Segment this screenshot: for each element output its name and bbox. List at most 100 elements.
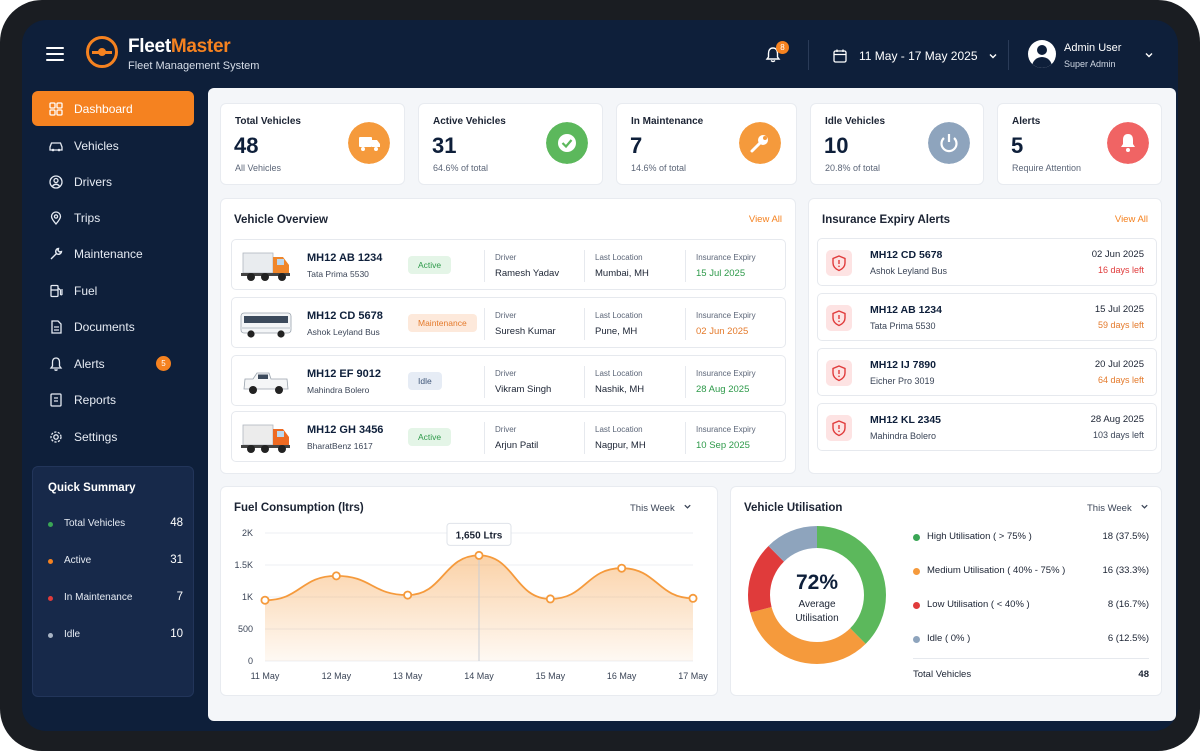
vehicle-plate: MH12 AB 1234 [870,304,942,316]
stat-subtitle: Require Attention [1012,163,1082,173]
divider [808,40,809,70]
vehicle-plate: MH12 IJ 7890 [870,359,936,371]
donut-segment [748,526,886,664]
insurance-alert-row[interactable]: MH12 CD 5678 Ashok Leyland Bus 02 Jun 20… [817,238,1157,286]
legend-label: High Utilisation ( > 75% ) [927,531,1032,542]
status-badge: Idle [408,372,442,390]
location-value: Nagpur, MH [595,440,646,451]
donut-center-label: Average [798,599,836,610]
sidebar-item-label: Alerts [74,356,105,371]
expiry-date: 20 Jul 2025 [1094,359,1144,370]
vehicle-plate: MH12 CD 5678 [870,249,943,261]
status-dot-icon [48,559,53,564]
quick-summary-label: Active [64,555,92,566]
quick-summary-row: Idle 10 [48,628,183,643]
sidebar-item-settings[interactable]: Settings [32,419,194,454]
legend-row: Idle ( 0% ) 6 (12.5%) [913,633,1149,647]
divider [484,308,485,340]
app-screen: FleetMaster Fleet Management System 8 11… [22,20,1178,731]
total-row: Total Vehicles 48 [913,669,1149,683]
total-label: Total Vehicles [913,669,972,680]
avatar [1028,40,1056,68]
stat-title: Alerts [1012,116,1041,127]
location-value: Pune, MH [595,326,638,337]
view-all-link[interactable]: View All [1114,214,1148,225]
divider [913,658,1149,659]
legend-label: Medium Utilisation ( 40% - 75% ) [927,565,1066,576]
menu-icon[interactable] [46,47,64,61]
quick-summary-label: Idle [64,629,81,640]
stat-card-total-vehicles[interactable]: Total Vehicles 48 All Vehicles [220,103,405,185]
stat-value: 10 [824,133,849,158]
quick-summary-row: Total Vehicles 48 [48,517,183,532]
sidebar-item-dashboard[interactable]: Dashboard [32,91,194,126]
shield-alert-icon [826,305,852,331]
dashboard-icon [49,101,63,116]
insurance-label: Insurance Expiry [696,253,756,262]
y-tick-label: 500 [238,624,253,634]
date-range-picker[interactable]: 11 May - 17 May 2025 [832,46,998,66]
shield-alert-icon [826,360,852,386]
chevron-down-icon [684,504,691,509]
divider [484,250,485,282]
legend-value: 6 (12.5%) [1107,633,1149,644]
insurance-alert-row[interactable]: MH12 KL 2345 Mahindra Bolero 28 Aug 2025… [817,403,1157,451]
location-label: Last Location [595,311,643,320]
vehicle-row[interactable]: MH12 AB 1234 Tata Prima 5530 Active Driv… [231,239,786,290]
status-badge: Active [408,428,452,446]
insurance-date: 02 Jun 2025 [696,326,749,337]
check-icon [546,122,588,164]
sidebar-item-fuel[interactable]: Fuel [32,273,194,308]
wrench-icon [739,122,781,164]
donut-segment [748,526,886,664]
quick-summary-row: In Maintenance 7 [48,591,183,606]
vehicle-model: Mahindra Bolero [870,431,937,441]
period-dropdown[interactable]: This Week [1087,502,1149,514]
sidebar-item-reports[interactable]: Reports [32,382,194,417]
divider [484,422,485,454]
location-pin-icon [50,210,62,225]
stat-card-alerts[interactable]: Alerts 5 Require Attention [997,103,1162,185]
period-dropdown[interactable]: This Week [630,502,692,514]
insurance-label: Insurance Expiry [696,425,756,434]
pickup-image [243,372,289,394]
expiry-date: 02 Jun 2025 [1091,249,1144,260]
document-icon [51,319,62,334]
location-value: Mumbai, MH [595,268,649,279]
vehicle-row[interactable]: MH12 CD 5678 Ashok Leyland Bus Maintenan… [231,297,786,348]
stat-card-idle-vehicles[interactable]: Idle Vehicles 10 20.8% of total [810,103,984,185]
sidebar-item-maintenance[interactable]: Maintenance [32,236,194,271]
vehicle-row[interactable]: MH12 EF 9012 Mahindra Bolero Idle Driver… [231,355,786,406]
sidebar-item-documents[interactable]: Documents [32,309,194,344]
period-label: This Week [1087,503,1132,514]
gear-icon [50,430,62,443]
stat-value: 7 [630,133,643,158]
vehicle-row[interactable]: MH12 GH 3456 BharatBenz 1617 Active Driv… [231,411,786,462]
sidebar-item-alerts[interactable]: Alerts 5 [32,346,194,381]
sidebar-item-drivers[interactable]: Drivers [32,164,194,199]
legend-dot-icon [913,636,920,643]
stat-card-in-maintenance[interactable]: In Maintenance 7 14.6% of total [616,103,797,185]
x-tick-label: 15 May [536,671,566,681]
y-tick-label: 0 [248,656,253,666]
sidebar-item-vehicles[interactable]: Vehicles [32,128,194,163]
view-all-link[interactable]: View All [748,214,782,225]
location-label: Last Location [595,369,643,378]
donut-center-label: Utilisation [795,613,839,624]
status-dot-icon [48,596,53,601]
insurance-alert-row[interactable]: MH12 IJ 7890 Eicher Pro 3019 20 Jul 2025… [817,348,1157,396]
driver-name: Suresh Kumar [495,326,556,337]
driver-label: Driver [495,311,517,320]
stat-value: 48 [234,133,259,158]
sidebar-item-label: Settings [74,429,118,444]
insurance-date: 28 Aug 2025 [696,384,750,395]
divider [484,366,485,398]
stat-subtitle: 20.8% of total [825,163,881,173]
insurance-alert-row[interactable]: MH12 AB 1234 Tata Prima 5530 15 Jul 2025… [817,293,1157,341]
vehicle-model: BharatBenz 1617 [307,441,373,451]
legend-dot-icon [913,568,920,575]
sidebar-item-trips[interactable]: Trips [32,200,194,235]
stat-card-active-vehicles[interactable]: Active Vehicles 31 64.6% of total [418,103,603,185]
divider [584,250,585,282]
